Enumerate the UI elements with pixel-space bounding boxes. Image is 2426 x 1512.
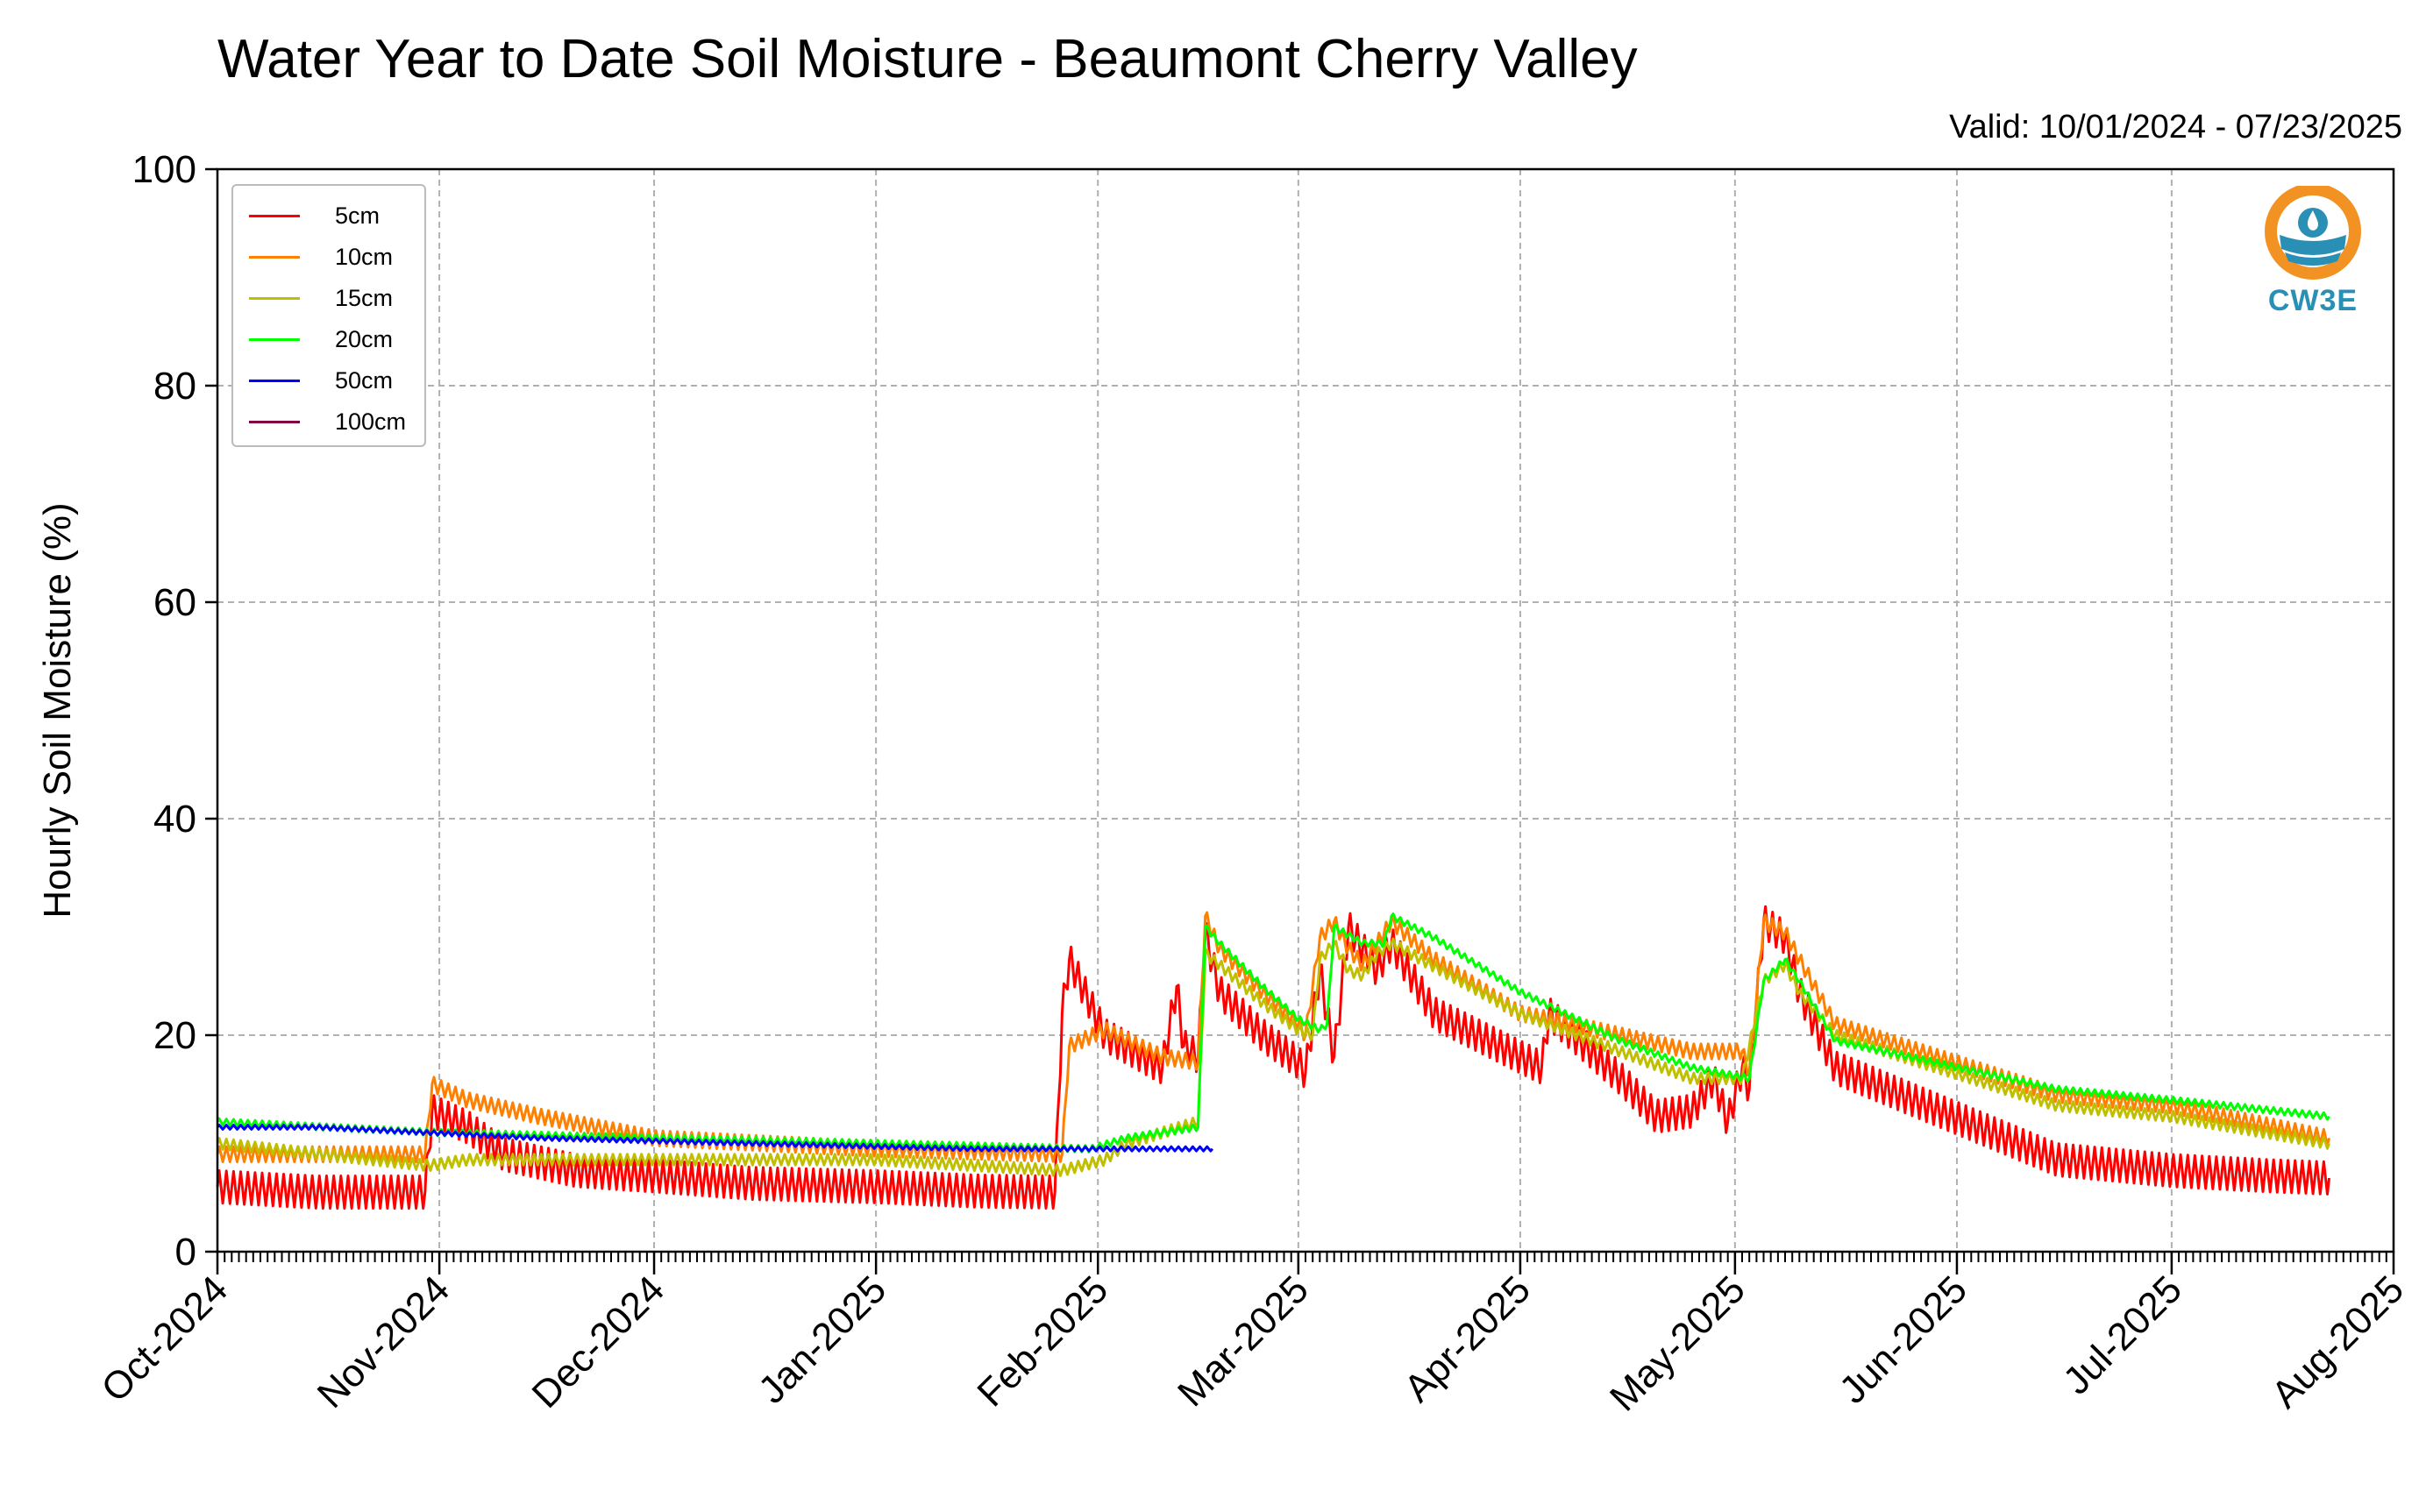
x-tick-label: Mar-2025	[1170, 1267, 1317, 1415]
cw3e-water-drop-logo-icon	[2265, 183, 2361, 280]
series-lines	[216, 905, 2330, 1210]
cw3e-logo: CW3E	[2252, 183, 2374, 326]
series-line-20cm	[216, 912, 2330, 1154]
x-minor-ticks	[217, 1252, 2394, 1262]
x-tick-label: Nov-2024	[309, 1267, 459, 1416]
legend-swatch	[249, 296, 300, 300]
y-axis-label: Hourly Soil Moisture (%)	[36, 502, 79, 918]
series-line-15cm	[216, 937, 2330, 1177]
x-minor-tick-marks	[217, 1252, 2394, 1262]
legend-item-50cm: 50cm	[249, 363, 393, 398]
legend-swatch	[249, 420, 300, 423]
x-tick-label: Apr-2025	[1396, 1267, 1539, 1410]
x-tick-label: Jul-2025	[2055, 1267, 2190, 1402]
legend-item-100cm: 100cm	[249, 404, 406, 439]
grid-lines	[217, 169, 2394, 1252]
legend-label: 15cm	[335, 284, 394, 311]
valid-date-range: Valid: 10/01/2024 - 07/23/2025	[1949, 109, 2402, 146]
y-axis-ticks: 0 20 40 60 80 100	[132, 148, 217, 1274]
legend-label: 5cm	[335, 202, 381, 229]
x-tick-label: Dec-2024	[524, 1267, 673, 1416]
y-tick-label: 0	[175, 1231, 196, 1274]
x-axis-ticks: Oct-2024 Nov-2024 Dec-2024 Jan-2025 Feb-2025…	[93, 1252, 2412, 1419]
x-tick-label: Feb-2025	[969, 1267, 1116, 1415]
y-tick-label: 40	[153, 798, 196, 841]
legend-label: 10cm	[335, 243, 394, 270]
legend-label: 20cm	[335, 325, 394, 352]
legend: 5cm 10cm 15cm 20cm 50cm 100cm	[231, 184, 426, 447]
legend-swatch	[249, 255, 300, 259]
legend-item-5cm: 5cm	[249, 198, 380, 233]
x-tick-label: May-2025	[1602, 1267, 1754, 1419]
series-line-5cm	[216, 905, 2330, 1210]
legend-item-15cm: 15cm	[249, 280, 393, 316]
x-tick-label: Jan-2025	[751, 1267, 894, 1411]
y-tick-label: 80	[153, 365, 196, 408]
logo-text: CW3E	[2267, 284, 2358, 317]
x-tick-label: Oct-2024	[93, 1267, 236, 1410]
legend-item-20cm: 20cm	[249, 322, 393, 357]
legend-label: 50cm	[335, 366, 394, 394]
y-tick-label: 100	[132, 148, 196, 191]
legend-label: 100cm	[335, 408, 407, 435]
chart-title: Water Year to Date Soil Moisture - Beaum…	[217, 29, 1638, 89]
legend-swatch	[249, 379, 300, 382]
y-tick-label: 60	[153, 581, 196, 624]
y-tick-label: 20	[153, 1014, 196, 1057]
x-tick-label: Jun-2025	[1832, 1267, 1975, 1411]
x-tick-label: Aug-2025	[2263, 1267, 2412, 1416]
series-line-50cm	[216, 1124, 1214, 1153]
legend-item-10cm: 10cm	[249, 239, 393, 274]
legend-swatch	[249, 214, 300, 217]
legend-swatch	[249, 337, 300, 341]
